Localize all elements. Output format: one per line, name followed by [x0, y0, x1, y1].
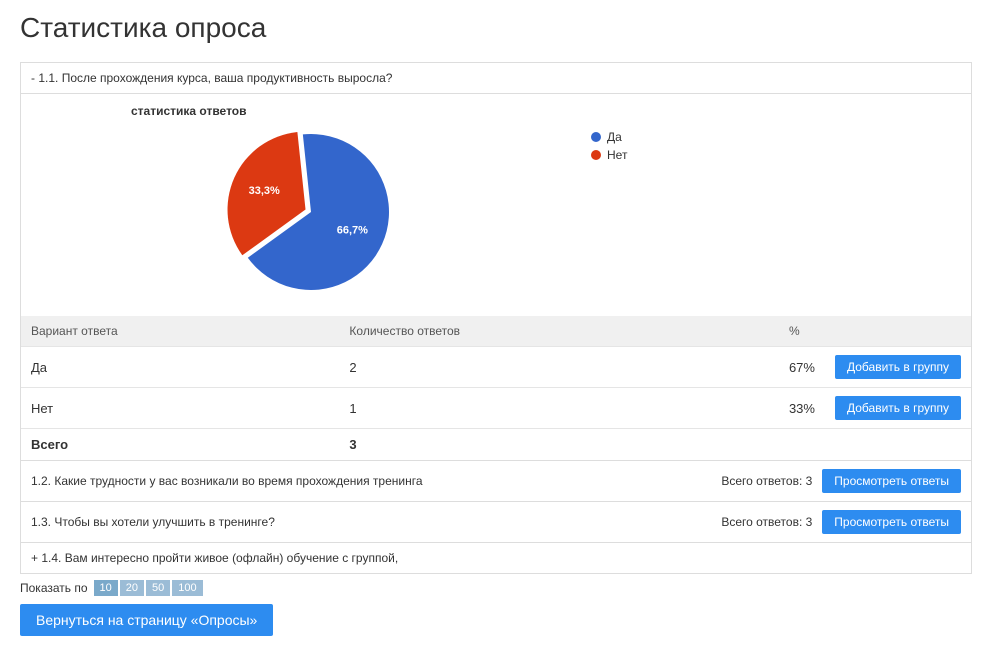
- page-size-option[interactable]: 20: [120, 580, 144, 596]
- answers-table: Вариант ответа Количество ответов % Да26…: [21, 316, 971, 460]
- pager: Показать по 102050100: [20, 580, 972, 596]
- pie-chart: 66,7% 33,3%: [211, 126, 411, 296]
- back-button[interactable]: Вернуться на страницу «Опросы»: [20, 604, 273, 636]
- collapsed-question[interactable]: + 1.4. Вам интересно пройти живое (офлай…: [21, 542, 971, 573]
- cell-count: 1: [339, 388, 779, 429]
- chart-title: статистика ответов: [31, 104, 961, 118]
- legend-swatch: [591, 150, 601, 160]
- cell-percent: 33%: [779, 388, 825, 429]
- total-count: 3: [339, 429, 779, 461]
- pie-chart-container: 66,7% 33,3%: [31, 126, 591, 296]
- table-row: Да267% Добавить в группу: [21, 347, 971, 388]
- pager-label: Показать по: [20, 581, 88, 595]
- col-percent: %: [779, 316, 825, 347]
- sub-question-row: 1.2. Какие трудности у вас возникали во …: [21, 460, 971, 501]
- cell-option: Да: [21, 347, 339, 388]
- question-text: Чтобы вы хотели улучшить в тренинге?: [54, 515, 275, 529]
- sub-question-row: 1.3. Чтобы вы хотели улучшить в тренинге…: [21, 501, 971, 542]
- toggle-prefix: -: [31, 71, 35, 85]
- toggle-prefix: +: [31, 551, 38, 565]
- question-text: После прохождения курса, ваша продуктивн…: [62, 71, 393, 85]
- legend-item: Да: [591, 130, 627, 144]
- add-to-group-button[interactable]: Добавить в группу: [835, 396, 961, 420]
- table-row: Нет133% Добавить в группу: [21, 388, 971, 429]
- view-answers-button[interactable]: Просмотреть ответы: [822, 469, 961, 493]
- chart-area: статистика ответов 66,7% 33,3% Да Нет: [21, 94, 971, 316]
- legend-label: Нет: [607, 148, 627, 162]
- answers-total: Всего ответов: 3: [721, 474, 812, 488]
- question-header[interactable]: - 1.1. После прохождения курса, ваша про…: [21, 63, 971, 94]
- legend-item: Нет: [591, 148, 627, 162]
- cell-percent: 67%: [779, 347, 825, 388]
- add-to-group-button[interactable]: Добавить в группу: [835, 355, 961, 379]
- table-total-row: Всего3: [21, 429, 971, 461]
- page-size-option[interactable]: 100: [172, 580, 202, 596]
- page-title: Статистика опроса: [20, 12, 972, 44]
- page-size-option[interactable]: 10: [94, 580, 118, 596]
- answers-total: Всего ответов: 3: [721, 515, 812, 529]
- question-panel: - 1.1. После прохождения курса, ваша про…: [20, 62, 972, 574]
- chart-legend: Да Нет: [591, 126, 627, 166]
- cell-option: Нет: [21, 388, 339, 429]
- legend-swatch: [591, 132, 601, 142]
- question-text: Вам интересно пройти живое (офлайн) обуч…: [65, 551, 398, 565]
- question-number: 1.4.: [41, 551, 61, 565]
- page-size-option[interactable]: 50: [146, 580, 170, 596]
- pie-slice-label: 66,7%: [337, 224, 368, 236]
- question-number: 1.2.: [31, 474, 51, 488]
- col-count: Количество ответов: [339, 316, 779, 347]
- question-number: 1.1.: [38, 71, 58, 85]
- view-answers-button[interactable]: Просмотреть ответы: [822, 510, 961, 534]
- total-label: Всего: [21, 429, 339, 461]
- legend-label: Да: [607, 130, 622, 144]
- pie-slice-label: 33,3%: [249, 185, 280, 197]
- question-number: 1.3.: [31, 515, 51, 529]
- col-option: Вариант ответа: [21, 316, 339, 347]
- cell-count: 2: [339, 347, 779, 388]
- question-text: Какие трудности у вас возникали во время…: [54, 474, 422, 488]
